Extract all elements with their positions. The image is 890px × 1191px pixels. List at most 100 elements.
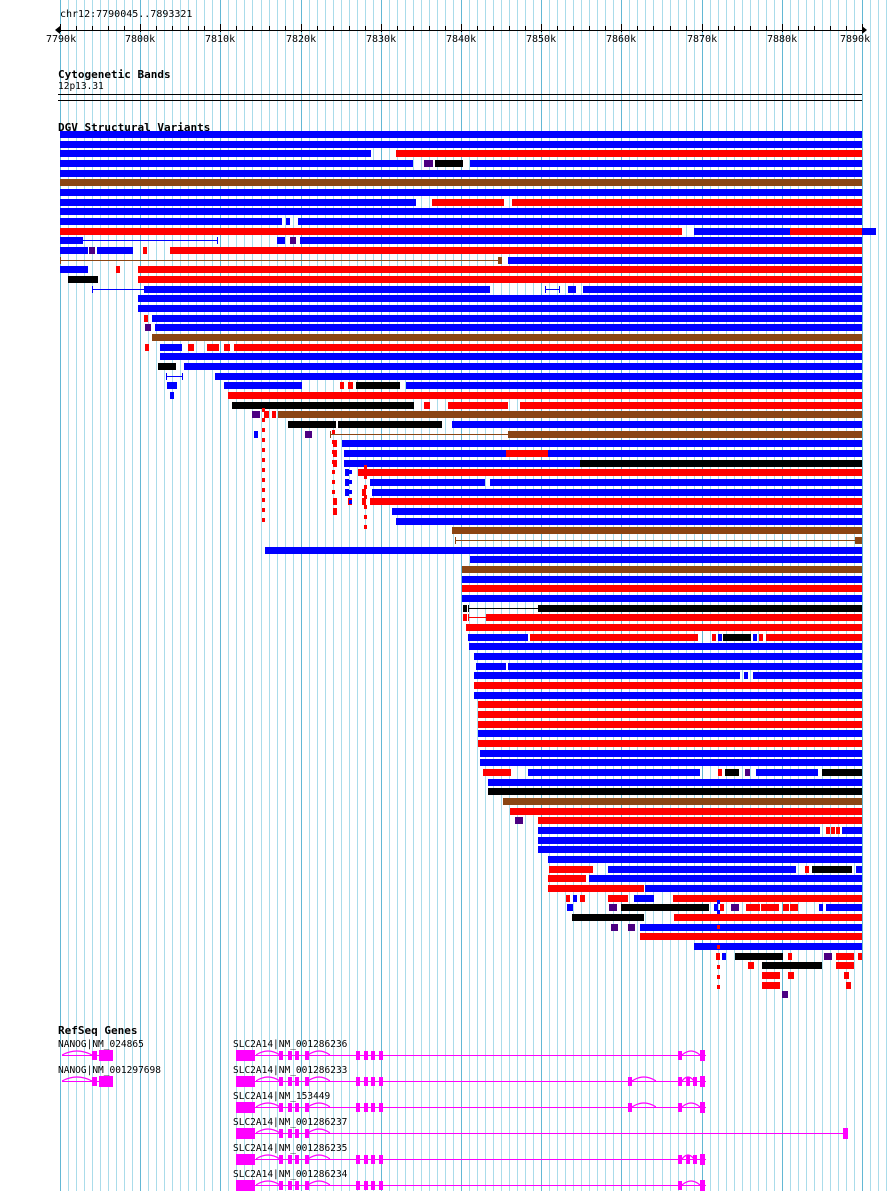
variant-segment[interactable] [145, 286, 490, 293]
variant-segment[interactable] [640, 933, 862, 940]
gene-exon[interactable] [288, 1050, 292, 1060]
gene-exon[interactable] [379, 1180, 383, 1190]
variant-segment[interactable] [538, 817, 862, 824]
gene-exon[interactable] [686, 1154, 690, 1164]
variant-segment[interactable] [89, 247, 95, 254]
gene-exon[interactable] [99, 1075, 113, 1087]
variant-segment[interactable] [470, 160, 862, 167]
variant-segment[interactable] [744, 672, 748, 679]
variant-dash[interactable] [262, 478, 265, 482]
gene-exon[interactable] [236, 1101, 255, 1113]
variant-segment[interactable] [68, 276, 98, 283]
variant-dash[interactable] [262, 418, 265, 422]
variant-segment[interactable] [762, 972, 780, 979]
variant-segment[interactable] [836, 827, 840, 834]
variant-segment[interactable] [138, 266, 862, 273]
variant-segment[interactable] [167, 382, 177, 389]
variant-segment[interactable] [333, 440, 337, 447]
variant-segment[interactable] [264, 411, 269, 418]
variant-dash[interactable] [364, 515, 367, 519]
gene-exon[interactable] [305, 1128, 309, 1138]
gene-exon[interactable] [236, 1153, 255, 1165]
variant-segment[interactable] [856, 537, 862, 544]
gene-exon[interactable] [700, 1153, 705, 1165]
variant-segment[interactable] [372, 489, 862, 496]
gene-exon[interactable] [288, 1128, 292, 1138]
gene-exon[interactable] [678, 1180, 682, 1190]
gene-exon[interactable] [686, 1076, 690, 1086]
variant-dash[interactable] [717, 900, 720, 904]
variant-segment[interactable] [462, 566, 862, 573]
variant-segment[interactable] [478, 730, 862, 737]
variant-segment[interactable] [345, 479, 349, 486]
variant-segment[interactable] [567, 904, 573, 911]
gene-exon[interactable] [279, 1154, 283, 1164]
variant-segment[interactable] [340, 382, 344, 389]
variant-segment[interactable] [234, 344, 862, 351]
variant-dash[interactable] [262, 498, 265, 502]
variant-segment[interactable] [116, 266, 120, 273]
variant-segment[interactable] [286, 218, 290, 225]
gene-exon[interactable] [678, 1076, 682, 1086]
variant-segment[interactable] [333, 450, 337, 457]
variant-dash[interactable] [717, 985, 720, 989]
gene-exon[interactable] [288, 1154, 292, 1164]
variant-dash[interactable] [717, 955, 720, 959]
variant-segment[interactable] [152, 334, 862, 341]
variant-dash[interactable] [332, 440, 335, 444]
variant-segment[interactable] [333, 498, 337, 505]
variant-segment[interactable] [170, 392, 174, 399]
variant-segment[interactable] [469, 643, 862, 650]
variant-segment[interactable] [344, 450, 640, 457]
gene-exon[interactable] [99, 1049, 113, 1061]
variant-segment[interactable] [508, 431, 862, 438]
variant-segment[interactable] [731, 904, 739, 911]
gene-exon[interactable] [678, 1102, 682, 1112]
variant-segment[interactable] [60, 131, 862, 138]
variant-segment[interactable] [462, 576, 862, 583]
variant-segment[interactable] [490, 479, 862, 486]
gene-exon[interactable] [628, 1102, 632, 1112]
gene-exon[interactable] [236, 1075, 255, 1087]
variant-segment[interactable] [462, 547, 862, 554]
variant-segment[interactable] [97, 247, 133, 254]
variant-segment[interactable] [572, 914, 644, 921]
variant-segment[interactable] [333, 508, 337, 515]
variant-dash[interactable] [332, 480, 335, 484]
variant-segment[interactable] [252, 411, 260, 418]
variant-segment[interactable] [856, 866, 862, 873]
variant-segment[interactable] [60, 141, 862, 148]
variant-segment[interactable] [640, 924, 862, 931]
variant-segment[interactable] [60, 228, 682, 235]
variant-segment[interactable] [224, 344, 230, 351]
variant-segment[interactable] [846, 982, 851, 989]
variant-segment[interactable] [725, 769, 739, 776]
variant-segment[interactable] [782, 991, 788, 998]
variant-segment[interactable] [254, 431, 258, 438]
variant-segment[interactable] [228, 392, 862, 399]
gene-label[interactable]: SLC2A14|NM_001286237 [233, 1117, 348, 1128]
variant-segment[interactable] [723, 634, 751, 641]
gene-exon[interactable] [279, 1180, 283, 1190]
variant-segment[interactable] [609, 904, 617, 911]
gene-exon[interactable] [356, 1180, 360, 1190]
variant-segment[interactable] [305, 431, 312, 438]
variant-segment[interactable] [759, 634, 763, 641]
variant-segment[interactable] [462, 585, 862, 592]
variant-segment[interactable] [466, 624, 862, 631]
variant-segment[interactable] [783, 904, 789, 911]
variant-segment[interactable] [762, 982, 780, 989]
variant-segment[interactable] [836, 962, 854, 969]
gene-exon[interactable] [236, 1127, 255, 1139]
variant-segment[interactable] [277, 237, 285, 244]
variant-dash[interactable] [349, 460, 352, 464]
variant-segment[interactable] [634, 895, 654, 902]
variant-dash[interactable] [349, 490, 352, 494]
variant-segment[interactable] [463, 605, 467, 612]
gene-exon[interactable] [305, 1076, 309, 1086]
gene-exon[interactable] [288, 1102, 292, 1112]
variant-segment[interactable] [580, 460, 862, 467]
variant-segment[interactable] [300, 237, 862, 244]
variant-segment[interactable] [170, 247, 862, 254]
variant-dash[interactable] [717, 915, 720, 919]
